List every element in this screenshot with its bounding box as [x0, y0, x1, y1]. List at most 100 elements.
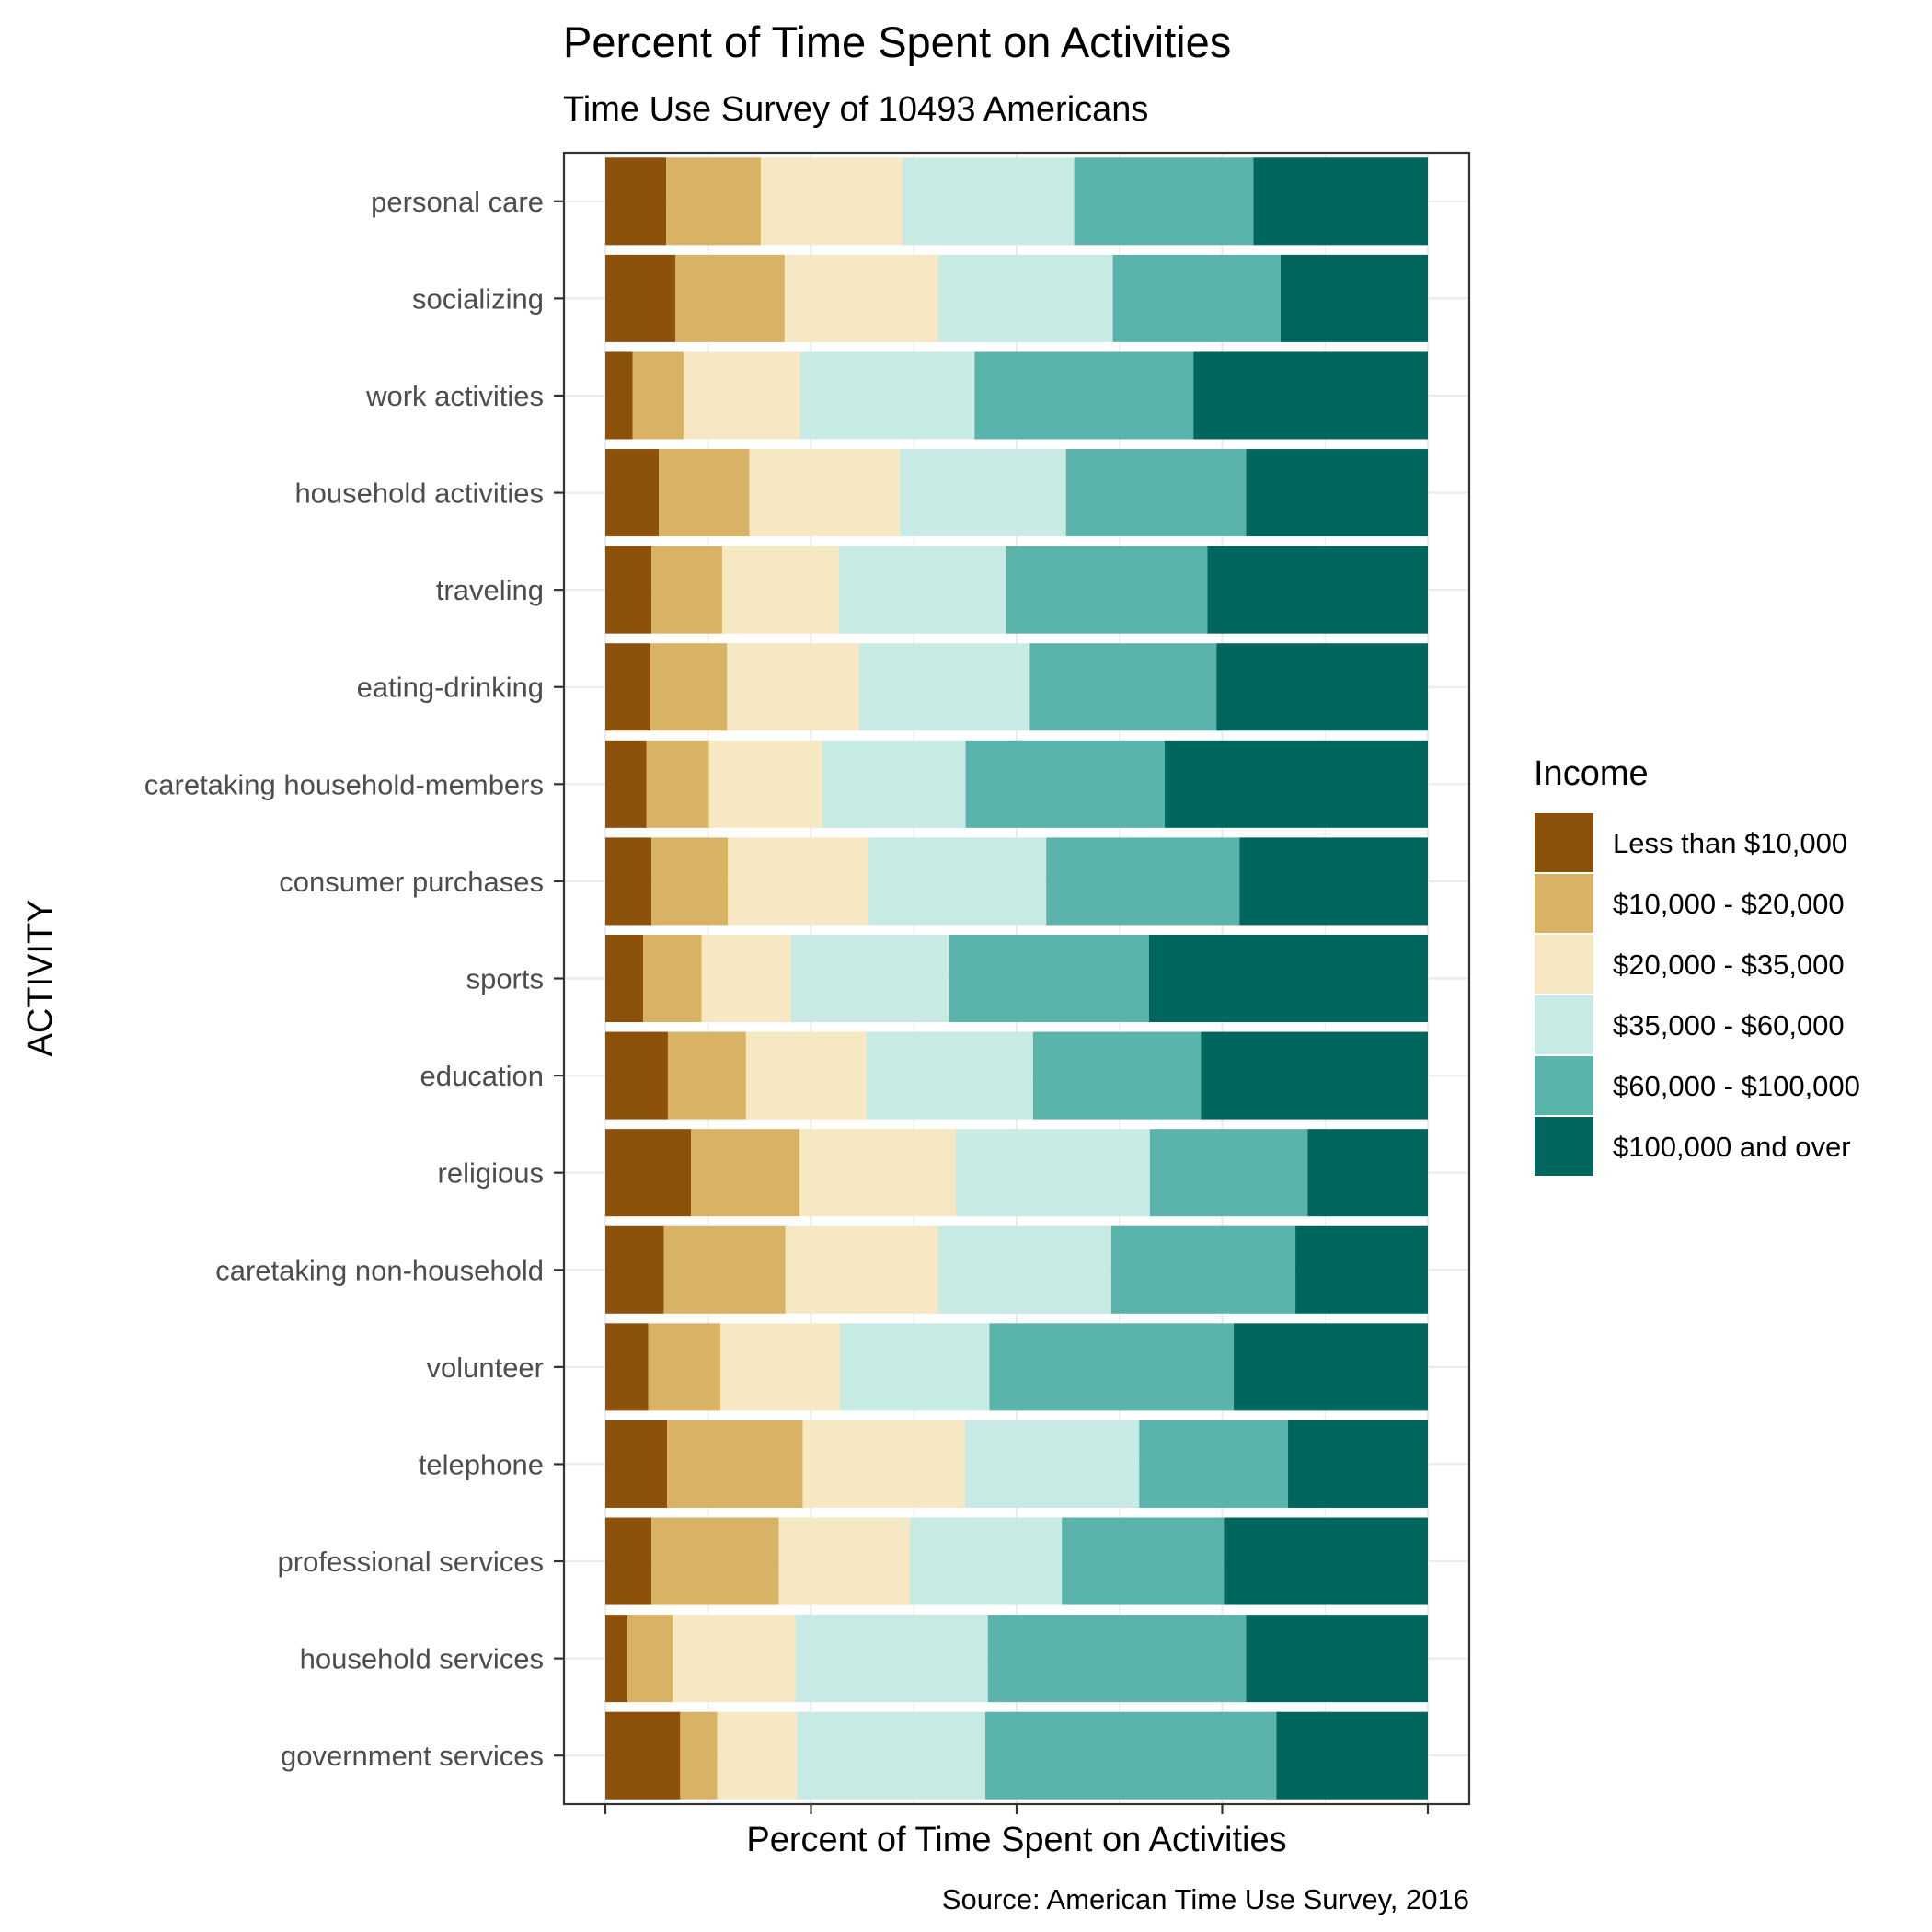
bar-segment [721, 546, 839, 634]
bar-segment [965, 740, 1165, 828]
legend-swatch [1533, 1054, 1595, 1117]
y-axis-title: ACTIVITY [21, 899, 60, 1056]
x-axis [604, 1804, 1430, 1814]
bar-segment [673, 1615, 796, 1703]
bar-segment [1006, 546, 1208, 634]
bar-segment [605, 449, 660, 537]
chart-title: Percent of Time Spent on Activities [563, 17, 1231, 66]
y-tick-label: eating-drinking [357, 672, 544, 704]
bar-segment [989, 1323, 1235, 1411]
bar-segment [987, 1615, 1247, 1703]
legend-swatch [1533, 1115, 1595, 1178]
bar-segment [909, 1517, 1063, 1605]
bar-segment [1288, 1420, 1428, 1508]
bar-segment [605, 546, 652, 634]
bar-segment [663, 1225, 786, 1314]
bar-segment [1029, 643, 1217, 731]
bar-segment [1307, 1129, 1428, 1217]
bar-segment [659, 449, 750, 537]
y-axis: personal care socializing work activities h… [144, 186, 564, 1772]
bar-segment [667, 1420, 803, 1508]
y-tick-label: household activities [294, 477, 544, 510]
legend-label: $60,000 - $100,000 [1613, 1070, 1860, 1102]
bar-segment [866, 1031, 1033, 1120]
bar-segment [868, 837, 1047, 926]
bar-segment [802, 1420, 965, 1508]
bar-segment [797, 1711, 986, 1800]
legend-swatch [1533, 933, 1595, 995]
y-tick-label: caretaking household-members [144, 768, 544, 800]
bar-segment [1193, 351, 1428, 440]
x-axis-title: Percent of Time Spent on Activities [746, 1821, 1286, 1859]
bar-segment [1253, 157, 1428, 246]
bar-segment [1224, 1517, 1428, 1605]
y-tick-label: consumer purchases [279, 866, 544, 898]
legend: Income Less than $10,000 $10,000 - $20,00… [1533, 754, 1860, 1178]
bar-segment [605, 1615, 628, 1703]
bar-segment [728, 837, 869, 926]
bar-segment [717, 1711, 798, 1800]
bar-segment [1046, 837, 1240, 926]
bar-segment [822, 740, 966, 828]
bar-segment [605, 1711, 681, 1800]
bar-segment [1149, 1129, 1308, 1217]
bar-segment [839, 1323, 990, 1411]
bar-segment [1112, 254, 1281, 342]
bar-segment [937, 1225, 1111, 1314]
bar-segment [1276, 1711, 1428, 1800]
y-tick-label: personal care [371, 186, 544, 218]
bar-segment [690, 1129, 799, 1217]
bar-segment [1295, 1225, 1428, 1314]
bar-segment [1280, 254, 1428, 342]
bar-segment [680, 1711, 718, 1800]
bar-segment [858, 643, 1030, 731]
bar-segment [605, 643, 651, 731]
bar-segment [632, 351, 684, 440]
bar-segment [791, 934, 949, 1023]
bar-segment [900, 449, 1066, 537]
bar-segment [955, 1129, 1150, 1217]
bar-segment [785, 1225, 938, 1314]
bar-segment [1062, 1517, 1225, 1605]
bar-segment [605, 1323, 649, 1411]
legend-label: Less than $10,000 [1613, 827, 1847, 859]
bar-segment [1246, 1615, 1428, 1703]
y-tick-label: household services [300, 1643, 544, 1675]
y-tick-label: professional services [278, 1546, 544, 1578]
bar-segment [666, 157, 761, 246]
bar-segment [605, 157, 667, 246]
y-tick-label: socializing [412, 282, 544, 315]
bar-segment [1164, 740, 1428, 828]
legend-label: $20,000 - $35,000 [1613, 949, 1845, 981]
y-tick-label: caretaking non-household [215, 1254, 544, 1286]
chart-caption: Source: American Time Use Survey, 2016 [942, 1883, 1469, 1915]
bar-segment [701, 934, 792, 1023]
bar-segment [650, 643, 728, 731]
bar-segment [1139, 1420, 1289, 1508]
bar-segment [749, 449, 901, 537]
bar-segment [605, 254, 675, 342]
bar-segment [778, 1517, 910, 1605]
bar-segment [985, 1711, 1277, 1800]
bar-segment [1065, 449, 1247, 537]
bar-segment [605, 351, 633, 440]
bar-segment [1201, 1031, 1428, 1120]
bar-segment [1074, 157, 1254, 246]
bar-segment [964, 1420, 1140, 1508]
y-tick-label: religious [438, 1157, 544, 1190]
bar-segment [646, 740, 709, 828]
legend-label: $10,000 - $20,000 [1613, 888, 1845, 920]
bar-segment [683, 351, 800, 440]
bar-segment [708, 740, 823, 828]
bar-segment [799, 351, 975, 440]
y-tick-label: sports [466, 963, 544, 995]
bar-segment [643, 934, 702, 1023]
bar-segment [937, 254, 1113, 342]
bar-segment [1032, 1031, 1202, 1120]
chart-subtitle: Time Use Survey of 10493 Americans [563, 90, 1148, 129]
bar-segment [902, 157, 1075, 246]
bar-segment [949, 934, 1149, 1023]
bar-segment [1148, 934, 1428, 1023]
bar-segment [651, 546, 722, 634]
